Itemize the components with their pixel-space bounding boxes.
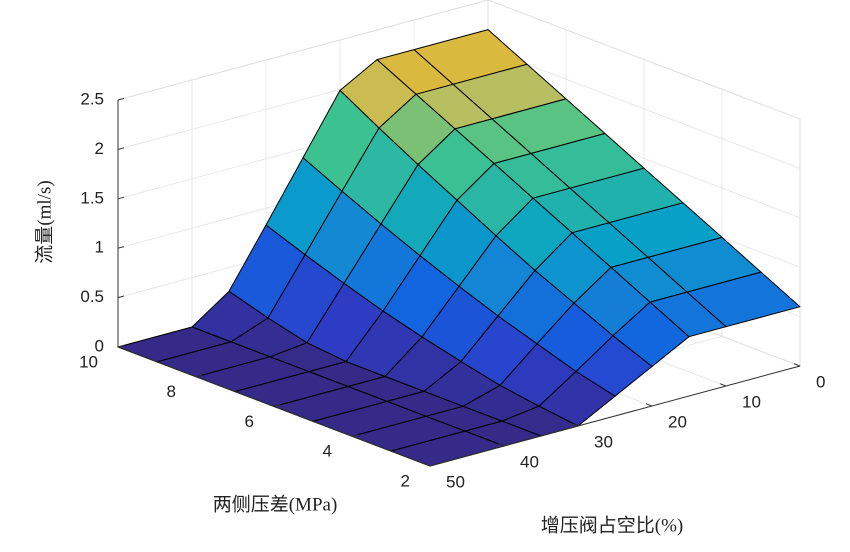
z-tick-label: 2 — [95, 139, 104, 158]
x-tick-label: 2 — [401, 471, 410, 490]
y-tick — [719, 383, 727, 387]
z-tick — [117, 196, 125, 200]
grid-line — [117, 0, 489, 101]
y-tick-label: 20 — [668, 412, 687, 431]
y-tick — [645, 403, 653, 407]
x-tick-label: 8 — [167, 382, 176, 401]
x-axis-label: 两侧压差(MPa) — [213, 493, 338, 515]
grid-line — [487, 0, 801, 120]
x-tick-label: 4 — [323, 442, 332, 461]
z-tick — [117, 246, 125, 249]
y-tick-label: 40 — [520, 452, 539, 471]
x-tick — [273, 404, 281, 407]
z-axis-label: 流量(ml/s) — [33, 180, 55, 263]
y-tick-label: 10 — [742, 392, 761, 411]
z-tick-label: 1.5 — [80, 188, 104, 207]
y-tick-label: 30 — [594, 432, 613, 451]
grid-line — [487, 49, 801, 169]
z-tick-label: 0 — [95, 336, 104, 355]
z-tick — [117, 97, 125, 101]
x-tick-label: 6 — [245, 412, 254, 431]
z-tick — [117, 295, 125, 299]
z-tick-label: 0.5 — [80, 287, 104, 306]
axis-line — [429, 365, 801, 467]
x-tick — [351, 434, 359, 437]
y-tick — [423, 463, 431, 467]
x-tick — [195, 374, 203, 378]
x-tick-label: 10 — [79, 352, 98, 371]
y-tick — [571, 423, 579, 427]
z-tick-label: 1 — [95, 238, 104, 257]
y-tick-label: 50 — [446, 472, 465, 491]
surface — [117, 29, 801, 467]
x-tick — [117, 344, 125, 348]
y-tick — [497, 443, 505, 447]
z-tick-label: 2.5 — [80, 89, 104, 108]
y-tick-label: 0 — [816, 372, 825, 391]
x-tick — [429, 463, 437, 467]
y-tick — [793, 363, 801, 367]
y-axis-label: 增压阀占空比(%) — [541, 514, 683, 536]
z-tick — [117, 147, 125, 150]
